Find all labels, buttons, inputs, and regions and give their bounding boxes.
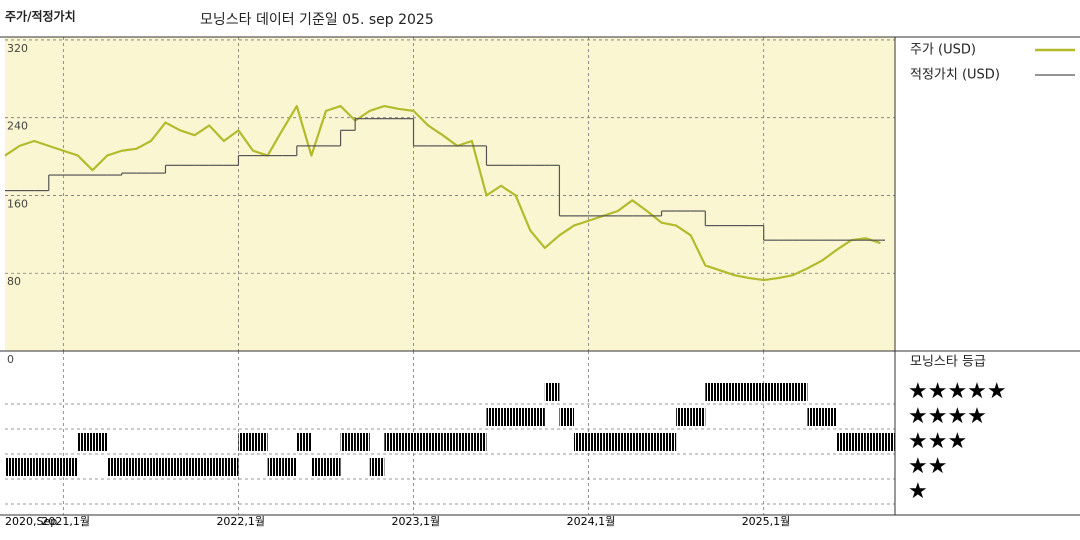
- rating-bar: [865, 433, 881, 451]
- rating-label: ★: [908, 479, 928, 504]
- legend-label: 적정가치 (USD): [910, 68, 1000, 83]
- rating-bar: [5, 458, 20, 476]
- rating-bar: [763, 383, 779, 401]
- rating-bar: [807, 408, 823, 426]
- rating-bar: [209, 458, 224, 476]
- x-tick-label: 2022,1월: [216, 515, 265, 528]
- rating-bar: [165, 458, 181, 476]
- rating-bar: [398, 433, 414, 451]
- chart-subtitle: 모닝스타 데이터 기준일 05. sep 2025: [200, 12, 434, 28]
- y-tick-label: 240: [7, 120, 28, 133]
- rating-bar: [690, 408, 706, 426]
- rating-bar: [384, 433, 399, 451]
- y-tick-label: 0: [7, 353, 14, 366]
- rating-bar: [646, 433, 662, 451]
- rating-bar: [530, 408, 545, 426]
- rating-bar: [501, 408, 516, 426]
- rating-bar: [63, 458, 78, 476]
- rating-bar: [442, 433, 458, 451]
- rating-bar: [121, 458, 137, 476]
- rating-bar: [632, 433, 647, 451]
- y-tick-label: 160: [7, 197, 28, 210]
- rating-bar: [515, 408, 531, 426]
- rating-bar: [48, 458, 64, 476]
- rating-bar: [661, 433, 677, 451]
- x-tick-label: 2021,1월: [41, 515, 90, 528]
- rating-bar: [603, 433, 618, 451]
- rating-bar: [719, 383, 735, 401]
- rating-bar: [413, 433, 429, 451]
- rating-bar: [19, 458, 35, 476]
- x-tick-label: 2023,1월: [392, 515, 441, 528]
- rating-bar: [792, 383, 808, 401]
- rating-bar: [486, 408, 502, 426]
- rating-bar: [836, 433, 852, 451]
- rating-bar: [588, 433, 604, 451]
- rating-label: ★★: [908, 454, 947, 479]
- price-line: [4, 104, 881, 282]
- rating-bar: [734, 383, 750, 401]
- x-tick-label: 2024,1월: [567, 515, 616, 528]
- chart-title: 주가/적정가치: [5, 9, 76, 24]
- rating-label: ★★★★★: [908, 379, 1007, 404]
- rating-bar: [150, 458, 166, 476]
- rating-bar: [822, 408, 837, 426]
- rating-bar: [34, 458, 49, 476]
- rating-label: ★★★★: [908, 404, 987, 429]
- rating-bar: [471, 433, 487, 451]
- rating-bar: [311, 458, 326, 476]
- y-tick-label: 320: [7, 42, 28, 55]
- x-tick-label: 2020,Sep: [5, 515, 57, 528]
- rating-bar: [180, 458, 195, 476]
- rating-bar: [880, 433, 895, 451]
- rating-label: ★★★: [908, 429, 967, 454]
- rating-bar: [851, 433, 866, 451]
- rating-bar: [369, 458, 385, 476]
- rating-bar: [749, 383, 764, 401]
- rating-bar: [559, 408, 575, 426]
- rating-bar: [267, 458, 283, 476]
- x-tick-label: 2025,1월: [742, 515, 791, 528]
- rating-bar: [457, 433, 472, 451]
- rating-bar: [253, 433, 268, 451]
- rating-bar: [778, 383, 793, 401]
- rating-bar: [325, 458, 341, 476]
- rating-bar: [92, 433, 108, 451]
- rating-bar: [238, 433, 254, 451]
- rating-bar: [136, 458, 151, 476]
- ratings-title: 모닝스타 등급: [910, 355, 986, 370]
- rating-bar: [544, 383, 560, 401]
- rating-bar: [676, 408, 691, 426]
- rating-bar: [340, 433, 356, 451]
- plot-background: [5, 37, 895, 351]
- rating-bar: [355, 433, 370, 451]
- rating-bar: [282, 458, 297, 476]
- y-tick-label: 80: [7, 275, 21, 288]
- rating-bar: [107, 458, 122, 476]
- rating-bar: [574, 433, 589, 451]
- rating-bar: [705, 383, 720, 401]
- rating-bar: [428, 433, 443, 451]
- rating-bar: [617, 433, 633, 451]
- rating-bar: [194, 458, 210, 476]
- rating-bar: [223, 458, 239, 476]
- rating-bar: [77, 433, 93, 451]
- rating-bar: [296, 433, 312, 451]
- legend-label: 주가 (USD): [910, 43, 976, 58]
